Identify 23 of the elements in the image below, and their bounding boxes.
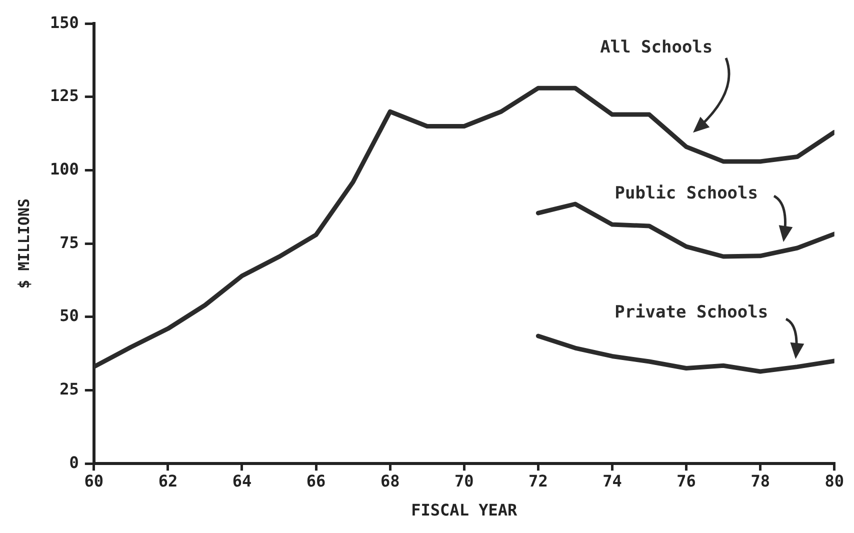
y-tick-label: 0 [69, 452, 79, 472]
x-tick-label: 66 [306, 471, 326, 490]
text: All Schools [600, 38, 713, 58]
y-tick-label: 100 [50, 159, 79, 178]
x-axis-title: FISCAL YEAR [411, 500, 518, 520]
y-tick-label: 25 [60, 379, 79, 398]
x-tick-label: 74 [602, 471, 622, 490]
y-tick-label: 125 [50, 86, 79, 106]
x-tick-label: 60 [84, 471, 104, 490]
x-tick-label: 70 [454, 471, 474, 490]
series-label: Public Schools [614, 183, 758, 204]
y-tick-label: 50 [60, 306, 79, 326]
y-axis-title: $ MILLIONS [14, 198, 33, 289]
x-tick-label: 80 [824, 471, 844, 490]
x-tick-label: 62 [158, 471, 178, 490]
x-tick-label: 76 [676, 471, 696, 490]
x-tick-label: 78 [750, 471, 770, 490]
x-tick-label: 64 [232, 471, 252, 490]
y-tick-label: 150 [50, 12, 79, 32]
x-tick-label: 72 [528, 471, 548, 490]
x-tick-label: 68 [380, 471, 400, 490]
y-tick-label: 75 [60, 232, 79, 252]
series-label: Private Schools [614, 302, 768, 322]
